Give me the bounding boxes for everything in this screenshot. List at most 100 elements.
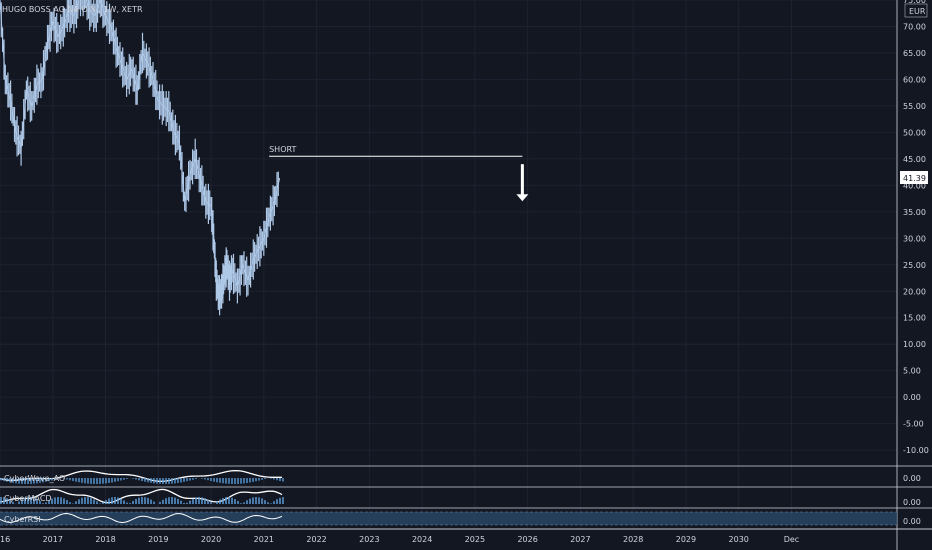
macd-histogram-bar [138,497,140,504]
ao-histogram-bar [18,478,20,484]
ao-histogram-bar [75,478,77,482]
macd-histogram-bar [72,503,74,504]
rsi-band [0,512,897,525]
ao-histogram-bar [231,478,233,484]
last-price-value: 41.39 [903,174,926,183]
macd-histogram-bar [210,501,212,504]
price-tick-label: 45.00 [903,155,926,164]
macd-histogram-bar [162,499,164,504]
macd-histogram-bar [60,497,62,504]
macd-histogram-bar [90,497,92,504]
ao-histogram-bar [171,478,173,484]
time-tick-label: 2019 [148,535,168,544]
ao-histogram-bar [36,478,38,484]
ao-histogram-bar [195,478,197,479]
price-axis[interactable]: 75.00 70.00 65.00 60.00 55.00 50.00 45.00 40.00… [896,0,929,550]
price-series [0,0,281,316]
ao-histogram-bar [180,478,182,483]
macd-histogram-bar [33,497,35,504]
indicator-value-ao: 0.00 [903,474,921,483]
time-tick-label: 2022 [306,535,326,544]
macd-histogram-bar [111,497,113,504]
ao-histogram-bar [276,478,278,481]
macd-histogram-bar [186,502,188,504]
ao-histogram-bar [105,478,107,484]
currency-badge[interactable] [904,3,928,18]
ao-histogram-bar [147,478,149,483]
ao-histogram-bar [99,478,101,484]
macd-histogram-bar [231,497,233,504]
macd-histogram-bar [222,498,224,504]
price-tick-label: 15.00 [903,314,926,323]
macd-histogram-bar [78,499,80,504]
ao-histogram-bar [255,478,257,482]
macd-histogram-bar [168,497,170,504]
macd-histogram-bar [153,501,155,504]
macd-histogram-bar [45,502,47,504]
macd-histogram-bar [237,501,239,504]
time-tick-label: 2023 [359,535,379,544]
macd-histogram-bar [117,497,119,504]
ao-histogram-bar [78,478,80,483]
ao-histogram-bar [81,478,83,483]
macd-histogram-bar [252,497,254,504]
price-tick-label: 75.00 [903,0,926,5]
macd-histogram-bar [12,501,14,504]
short-annotation: SHORT [269,145,529,202]
ao-histogram-bar [132,478,134,479]
time-tick-label: 2020 [201,535,221,544]
ao-histogram-bar [216,478,218,483]
time-tick-label: 2016 [0,535,10,544]
macd-histogram-bar [255,497,257,504]
macd-histogram-bar [180,500,182,504]
ao-histogram-bar [150,478,152,483]
macd-histogram-bar [243,502,245,504]
macd-line [0,488,283,504]
price-tick-label: 30.00 [903,234,926,243]
ao-histogram-bar [66,478,68,480]
macd-histogram-bar [225,497,227,504]
macd-histogram-bar [192,498,194,504]
ao-histogram-bar [39,478,41,483]
macd-histogram-bar [99,503,101,504]
time-tick-label: 2028 [623,535,643,544]
macd-histogram-bar [9,499,11,504]
ao-histogram-bar [261,478,263,480]
ao-histogram-bar [234,478,236,484]
price-tick-label: -5.00 [903,420,924,429]
ao-histogram-bar [51,478,53,481]
macd-histogram-bar [258,497,260,504]
indicator-value-rsi: 0.00 [903,517,921,526]
ao-histogram-bar [63,478,65,479]
macd-histogram-bar [6,498,8,504]
ao-histogram-bar [270,478,272,479]
macd-histogram-bar [195,497,197,504]
macd-histogram-bar [48,500,50,504]
ao-histogram-bar [213,478,215,482]
ao-histogram-bar [192,478,194,480]
macd-histogram-bar [129,503,131,504]
ao-histogram-bar [3,478,5,482]
ao-histogram-bar [84,478,86,484]
ao-histogram-bar [90,478,92,484]
macd-histogram-bar [177,498,179,504]
ao-histogram-bar [21,478,23,484]
macd-histogram-bar [81,497,83,504]
price-tick-label: 0.00 [903,393,921,402]
macd-histogram-bar [240,503,242,504]
ao-histogram-bar [210,478,212,481]
price-tick-label: 35.00 [903,208,926,217]
ao-histogram-bar [48,478,50,482]
ao-histogram-bar [27,478,29,484]
ao-histogram-bar [123,478,125,480]
symbol-title: HUGO BOSS AG NA O.N., 1W, XETR [2,5,143,14]
ao-histogram-bar [138,478,140,481]
ao-histogram-bar [258,478,260,481]
time-tick-label: 2029 [676,535,696,544]
ao-histogram-bar [114,478,116,482]
ao-histogram-bar [15,478,17,484]
time-tick-label: 2027 [570,535,590,544]
ao-histogram-bar [120,478,122,481]
rsi-line [0,512,283,524]
